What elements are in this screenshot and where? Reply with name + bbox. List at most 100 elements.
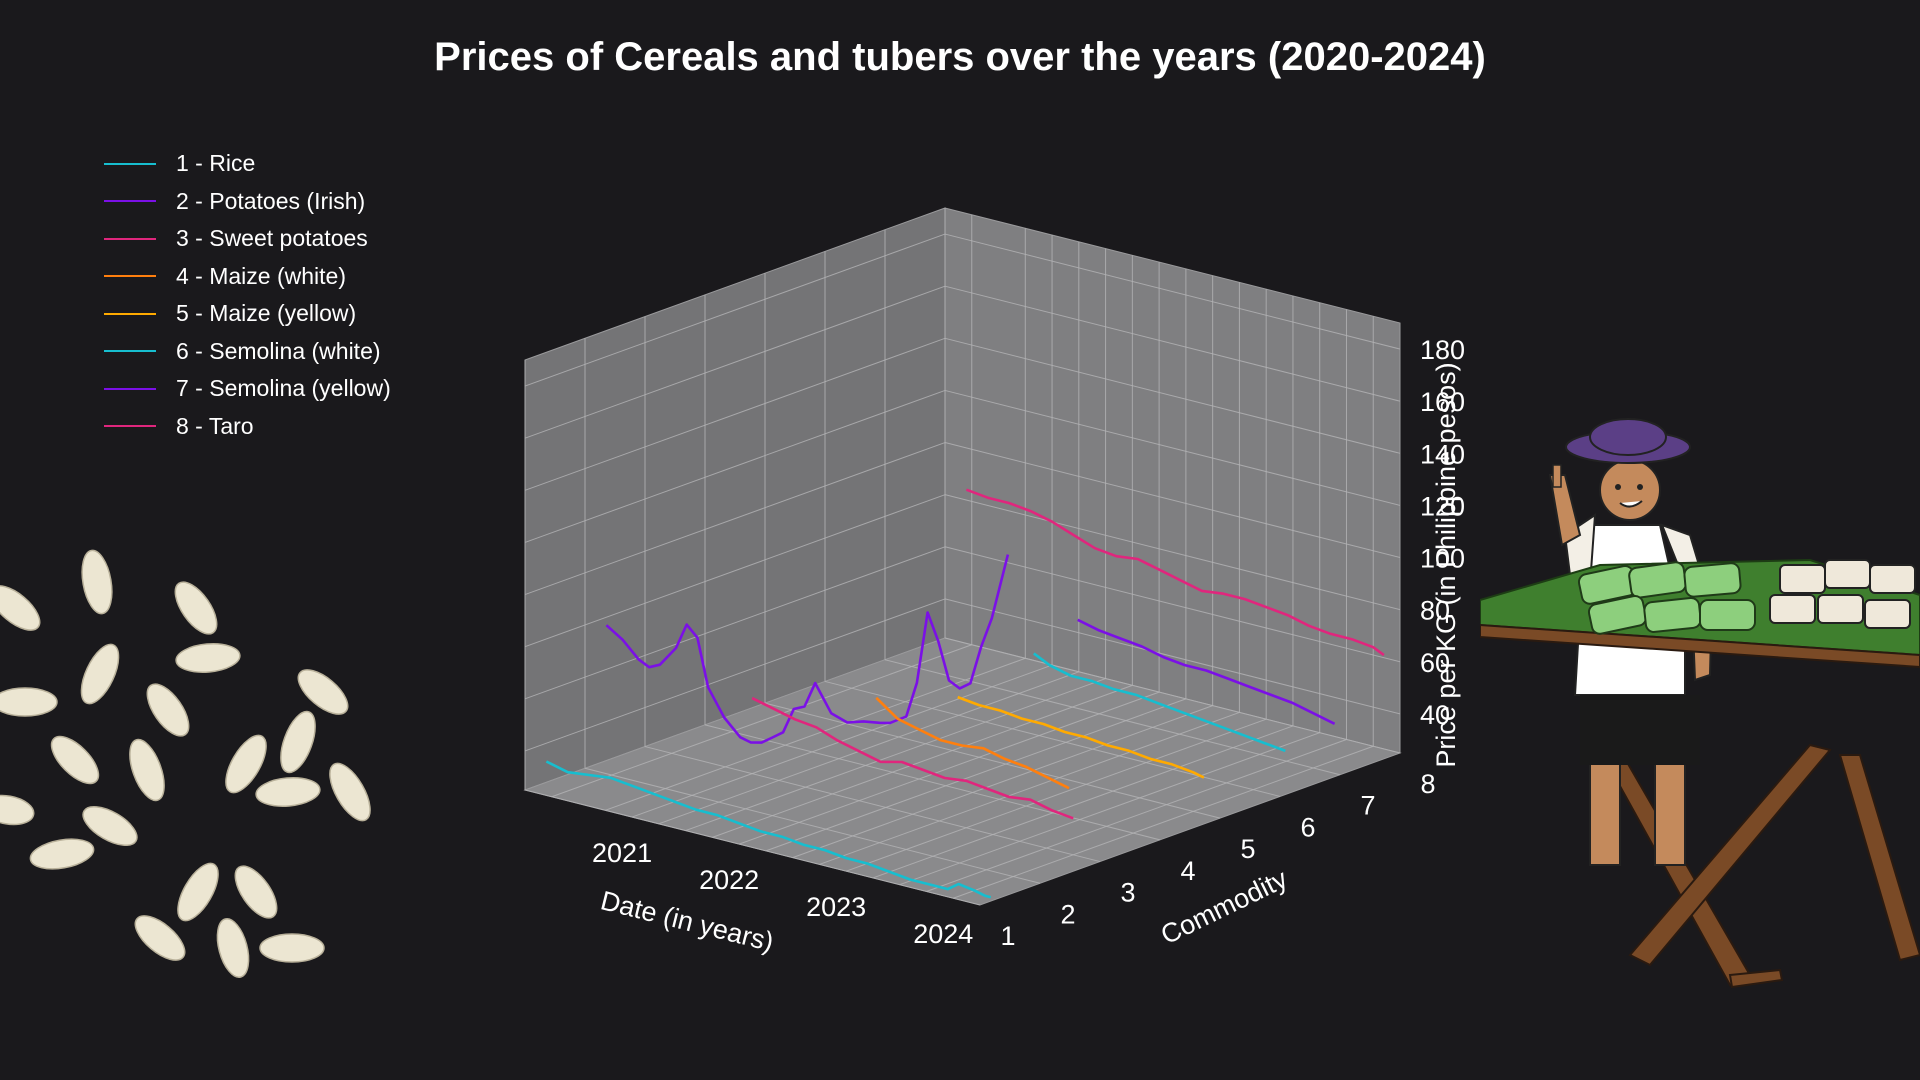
grid-line [631,664,1053,818]
z-tick-label: 160 [1420,387,1465,417]
legend: 1 - Rice 2 - Potatoes (Irish) 3 - Sweet po… [104,145,391,445]
y-tick-label: 8 [1420,769,1435,799]
grid-line [524,494,946,648]
legend-item: 8 - Taro [104,408,391,446]
x-tick-label: 2021 [592,838,652,868]
grid-line [644,746,1101,863]
grid-line [524,442,946,596]
legend-label: 3 - Sweet potatoes [176,225,368,252]
grid-line [524,233,946,387]
y-axis-label: Commodity [1156,863,1292,950]
legend-item: 2 - Potatoes (Irish) [104,183,391,221]
grid-line [944,598,1401,715]
grid-line [953,745,1374,899]
grid-line [944,285,1401,402]
chart-title: Prices of Cereals and tubers over the ye… [434,35,1486,79]
grid-line [524,337,946,491]
z-tick-label: 120 [1420,491,1465,521]
grid-line [524,789,981,906]
grid-line [712,684,1133,838]
series-line-3 [751,696,1074,820]
chart-panes [523,207,1402,906]
legend-item: 7 - Semolina (yellow) [104,370,391,408]
grid-line [765,698,1187,852]
y-tick-label: 4 [1180,856,1195,886]
legend-label: 8 - Taro [176,412,254,439]
x-tick-label: 2023 [806,892,866,922]
legend-label: 5 - Maize (yellow) [176,300,357,327]
legend-item: 1 - Rice [104,145,391,183]
legend-swatch [104,312,156,315]
series-line-2 [605,554,1010,744]
z-tick-label: 40 [1420,700,1450,730]
series-line-5 [957,695,1205,779]
grid-line [792,705,1213,859]
x-tick-label: 2024 [913,919,973,949]
series-line-1 [545,760,992,899]
legend-item: 5 - Maize (yellow) [104,295,391,333]
grid-line [738,691,1160,845]
grid-line [584,767,1041,884]
grid-line [685,678,1106,832]
legend-label: 4 - Maize (white) [176,262,346,289]
y-tick-label: 6 [1300,812,1315,842]
x-tick-label: 2022 [699,865,759,895]
legend-swatch [104,237,156,240]
y-tick-label: 2 [1060,899,1075,929]
grid-line [944,337,1401,454]
z-tick-label: 80 [1420,596,1450,626]
vendor-head [1599,459,1661,521]
legend-swatch [104,162,156,165]
z-tick-label: 60 [1420,648,1450,678]
series-line-8 [965,488,1385,657]
legend-swatch [104,275,156,278]
grid-line [926,739,1347,892]
legend-swatch [104,200,156,203]
legend-label: 6 - Semolina (white) [176,337,381,364]
grid-line [819,711,1240,865]
series-line-6 [1033,652,1286,753]
grid-line [704,724,1161,841]
grid-line [899,732,1320,886]
grid-line [551,644,972,798]
chart-ticks: 2021 2022 2023 2024 1 2 3 4 5 6 7 8 40 60 80 100 120 140 1… [592,335,1465,951]
grid-line [524,546,946,700]
grid-line [944,233,1401,350]
grid-line [846,718,1267,872]
x-axis-label: Date (in years) [598,885,777,957]
grid-line [524,598,946,752]
grid-line [872,725,1294,879]
grid-line [524,389,946,543]
z-axis-label: Price per KG (in Philippine pesos) [1431,362,1461,767]
z-tick-label: 180 [1420,335,1465,365]
y-tick-label: 3 [1120,878,1135,908]
grid-line [524,285,946,439]
legend-swatch [104,387,156,390]
grid-line [944,442,1401,559]
legend-label: 2 - Potatoes (Irish) [176,187,366,214]
y-tick-label: 1 [1000,921,1015,951]
series-line-4 [875,696,1070,790]
legend-swatch [104,425,156,428]
grid-line [944,546,1401,663]
grid-line [884,659,1341,776]
rice-grains-illustration [0,549,371,978]
y-tick-label: 7 [1360,791,1375,821]
legend-item: 4 - Maize (white) [104,258,391,296]
series-line-7 [1077,618,1336,725]
legend-item: 6 - Semolina (white) [104,333,391,371]
legend-label: 1 - Rice [176,150,256,177]
vendor-illustration [1480,418,1920,989]
z-tick-label: 140 [1420,439,1465,469]
legend-item: 3 - Sweet potatoes [104,220,391,258]
grid-line [824,680,1281,797]
grid-line [944,389,1401,506]
grid-line [658,671,1079,825]
z-tick-label: 100 [1420,544,1465,574]
chart-series [545,488,1385,899]
y-tick-label: 5 [1240,834,1255,864]
legend-label: 7 - Semolina (yellow) [176,375,391,402]
grid-line [764,702,1221,819]
grid-line [944,637,1401,754]
